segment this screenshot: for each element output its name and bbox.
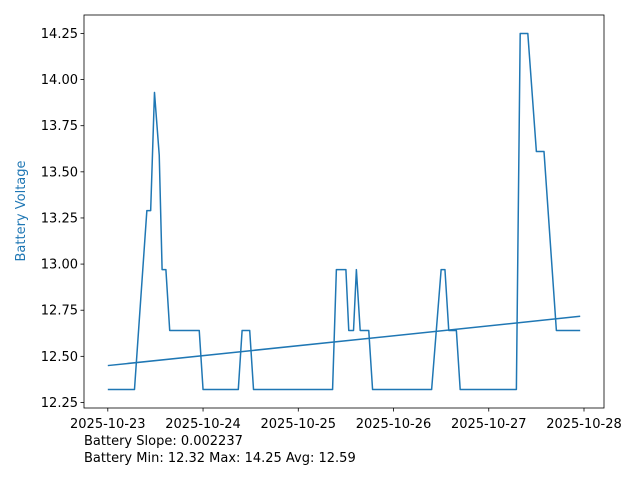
annotation: Battery Min: 12.32 Max: 14.25 Avg: 12.59 xyxy=(84,451,356,466)
y-tick-label: 14.25 xyxy=(41,27,78,42)
annotation: Battery Slope: 0.002237 xyxy=(84,434,243,449)
y-tick-label: 13.50 xyxy=(41,165,78,180)
x-tick-label: 2025-10-23 xyxy=(70,417,146,432)
y-tick-label: 13.75 xyxy=(41,119,78,134)
plot-frame xyxy=(83,14,605,409)
x-tick-label: 2025-10-27 xyxy=(451,417,527,432)
x-tick-label: 2025-10-25 xyxy=(261,417,337,432)
y-tick-label: 13.00 xyxy=(41,258,78,273)
y-tick-label: 13.25 xyxy=(41,211,78,226)
x-tick-label: 2025-10-24 xyxy=(165,417,241,432)
y-tick-label: 12.50 xyxy=(41,350,78,365)
y-tick-label: 12.25 xyxy=(41,396,78,411)
line-series xyxy=(107,32,581,391)
y-tick-label: 12.75 xyxy=(41,304,78,319)
line-series xyxy=(107,315,581,367)
y-tick-label: 14.00 xyxy=(41,73,78,88)
y-axis-label: Battery Voltage xyxy=(14,160,29,261)
x-tick-label: 2025-10-28 xyxy=(546,417,622,432)
x-tick-label: 2025-10-26 xyxy=(356,417,432,432)
